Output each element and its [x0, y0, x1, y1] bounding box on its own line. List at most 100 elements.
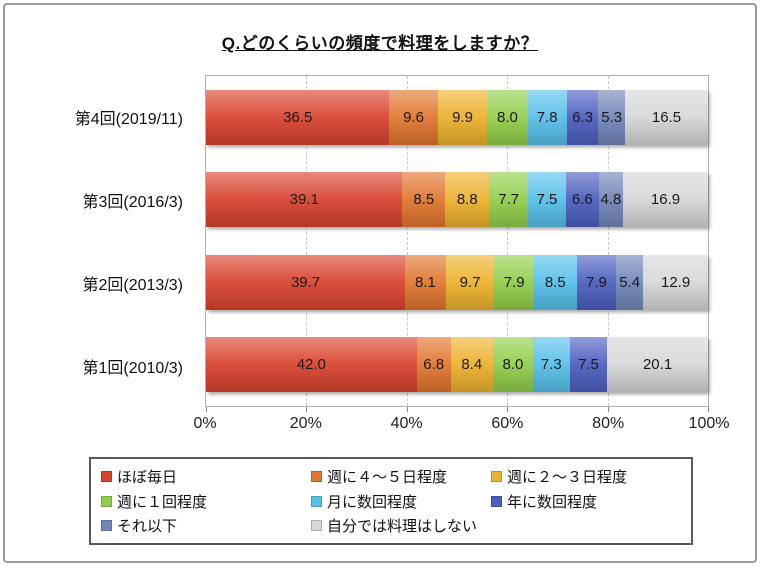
segment-value: 12.9: [661, 273, 691, 291]
segment-value: 4.8: [600, 191, 622, 209]
axis-tick: [708, 407, 709, 412]
legend-swatch-icon: [101, 495, 112, 507]
bar-segment: 7.9: [494, 254, 534, 310]
segment-value: 6.8: [423, 356, 445, 374]
bar-segment: 20.1: [607, 337, 708, 393]
axis-label: 60%: [491, 415, 524, 432]
bar-row: 36.5 9.6 9.9 8.0 7.8 6.3 5.3 16.5: [206, 76, 708, 159]
bar-segment: 5.3: [598, 89, 626, 145]
segment-value: 9.9: [452, 108, 473, 126]
axis-label: 0%: [193, 415, 217, 432]
legend-swatch-icon: [101, 519, 112, 531]
stacked-bar: 39.1 8.5 8.8 7.7 7.5 6.6 4.8 16.9: [206, 172, 708, 228]
segment-value: 42.0: [296, 356, 326, 374]
legend-item: ほぼ毎日: [101, 466, 311, 487]
bar-segment: 8.4: [450, 337, 493, 393]
chart-frame: Q.どのくらいの頻度で料理をしますか？ 第4回(2019/11) 第3回(2016…: [3, 3, 757, 563]
bar-row: 39.7 8.1 9.7 7.9 8.5 7.9 5.4 12.9: [206, 241, 708, 324]
bar-segment: 8.5: [533, 254, 577, 310]
bar-segment: 16.9: [623, 172, 708, 228]
bar-segment: 16.5: [625, 89, 708, 145]
legend-item: 週に２～３日程度: [491, 466, 681, 487]
bar-segment: 8.8: [445, 172, 490, 228]
stacked-bar: 42.0 6.8 8.4 8.0 7.3 7.5 20.1: [206, 337, 708, 393]
legend-label: それ以下: [117, 517, 178, 535]
bar-segment: 6.6: [565, 172, 599, 228]
category-label: 第3回(2016/3): [82, 193, 184, 211]
gridline: [607, 76, 609, 406]
segment-value: 6.6: [571, 191, 593, 209]
bar-segment: 9.9: [437, 89, 488, 145]
bar-segment: 7.5: [569, 337, 608, 393]
legend-swatch-icon: [101, 471, 112, 483]
bar-segment: 8.5: [402, 172, 446, 228]
category-labels: 第4回(2019/11) 第3回(2016/3) 第2回(2013/3) 第1回(20…: [11, 75, 193, 407]
segment-value: 5.3: [601, 108, 623, 126]
x-axis: 0% 20% 40% 60% 80% 100%: [193, 415, 729, 437]
axis-label: 100%: [688, 415, 730, 432]
bar-segment: 7.7: [489, 172, 529, 228]
segment-value: 8.0: [497, 108, 518, 126]
segment-value: 8.0: [502, 356, 524, 374]
axis-tick: [206, 407, 207, 412]
category-label: 第4回(2019/11): [74, 110, 183, 128]
axis-tick: [607, 407, 609, 412]
bar-segment: 7.3: [532, 337, 570, 393]
bar-row: 42.0 6.8 8.4 8.0 7.3 7.5 20.1: [206, 324, 708, 407]
legend-label: 月に数回程度: [327, 493, 418, 511]
stacked-bar: 36.5 9.6 9.9 8.0 7.8 6.3 5.3 16.5: [206, 89, 708, 145]
legend-swatch-icon: [311, 495, 322, 507]
segment-value: 8.5: [544, 273, 566, 291]
axis-tick: [406, 407, 408, 412]
stacked-bar: 39.7 8.1 9.7 7.9 8.5 7.9 5.4 12.9: [206, 254, 708, 310]
segment-value: 8.1: [414, 273, 436, 291]
segment-value: 9.6: [403, 108, 424, 126]
bar-segment: 42.0: [206, 337, 417, 393]
category-label: 第2回(2013/3): [82, 276, 184, 294]
segment-value: 39.1: [289, 191, 319, 209]
segment-value: 39.7: [290, 273, 321, 291]
bar-segment: 4.8: [598, 172, 624, 228]
legend-item: それ以下: [101, 515, 311, 536]
legend-label: 自分では料理はしない: [327, 517, 478, 535]
legend-label: 週に２～３日程度: [507, 469, 628, 487]
bar-segment: 6.3: [566, 89, 599, 145]
bar-segment: 9.6: [389, 89, 438, 145]
bar-segment: 5.4: [616, 254, 644, 310]
segment-value: 6.3: [572, 108, 593, 126]
bar-row: 39.1 8.5 8.8 7.7 7.5 6.6 4.8 16.9: [206, 159, 708, 242]
segment-value: 8.4: [461, 356, 483, 374]
segment-value: 5.4: [619, 273, 641, 291]
bar-segment: 8.0: [492, 337, 533, 393]
legend-item: 週に１回程度: [101, 491, 311, 512]
legend-swatch-icon: [491, 495, 502, 507]
bar-segment: 7.5: [528, 172, 566, 228]
gridline: [406, 76, 408, 406]
segment-value: 7.7: [498, 191, 520, 209]
segment-value: 7.3: [540, 356, 562, 374]
legend-swatch-icon: [311, 519, 322, 531]
bar-segment: 7.8: [527, 89, 567, 145]
legend-swatch-icon: [311, 471, 322, 483]
segment-value: 7.9: [503, 273, 525, 291]
bar-segment: 39.1: [206, 172, 403, 228]
gridline: [306, 76, 308, 406]
axis-label: 80%: [592, 415, 625, 432]
bar-segment: 8.0: [487, 89, 528, 145]
axis-tick: [507, 407, 509, 412]
plot-area: 36.5 9.6 9.9 8.0 7.8 6.3 5.3 16.5 39.1 8.5 8.8 7.7 7…: [205, 75, 709, 412]
legend-item: 月に数回程度: [311, 491, 491, 512]
segment-value: 16.9: [650, 191, 681, 209]
bar-segment: 6.8: [416, 337, 451, 393]
bar-segment: 9.7: [445, 254, 495, 310]
legend-label: 週に１回程度: [117, 493, 208, 511]
bar-segment: 8.1: [405, 254, 446, 310]
legend-label: 年に数回程度: [507, 493, 598, 511]
legend-label: 週に４～５日程度: [327, 469, 448, 487]
legend: ほぼ毎日 週に４～５日程度 週に２～３日程度週に１回程度 月に数回程度 年に数回程度それ…: [89, 457, 693, 545]
segment-value: 8.5: [413, 191, 435, 209]
legend-label: ほぼ毎日: [117, 469, 178, 487]
segment-value: 36.5: [283, 108, 313, 126]
segment-value: 16.5: [651, 108, 682, 126]
legend-item: 週に４～５日程度: [311, 466, 491, 487]
